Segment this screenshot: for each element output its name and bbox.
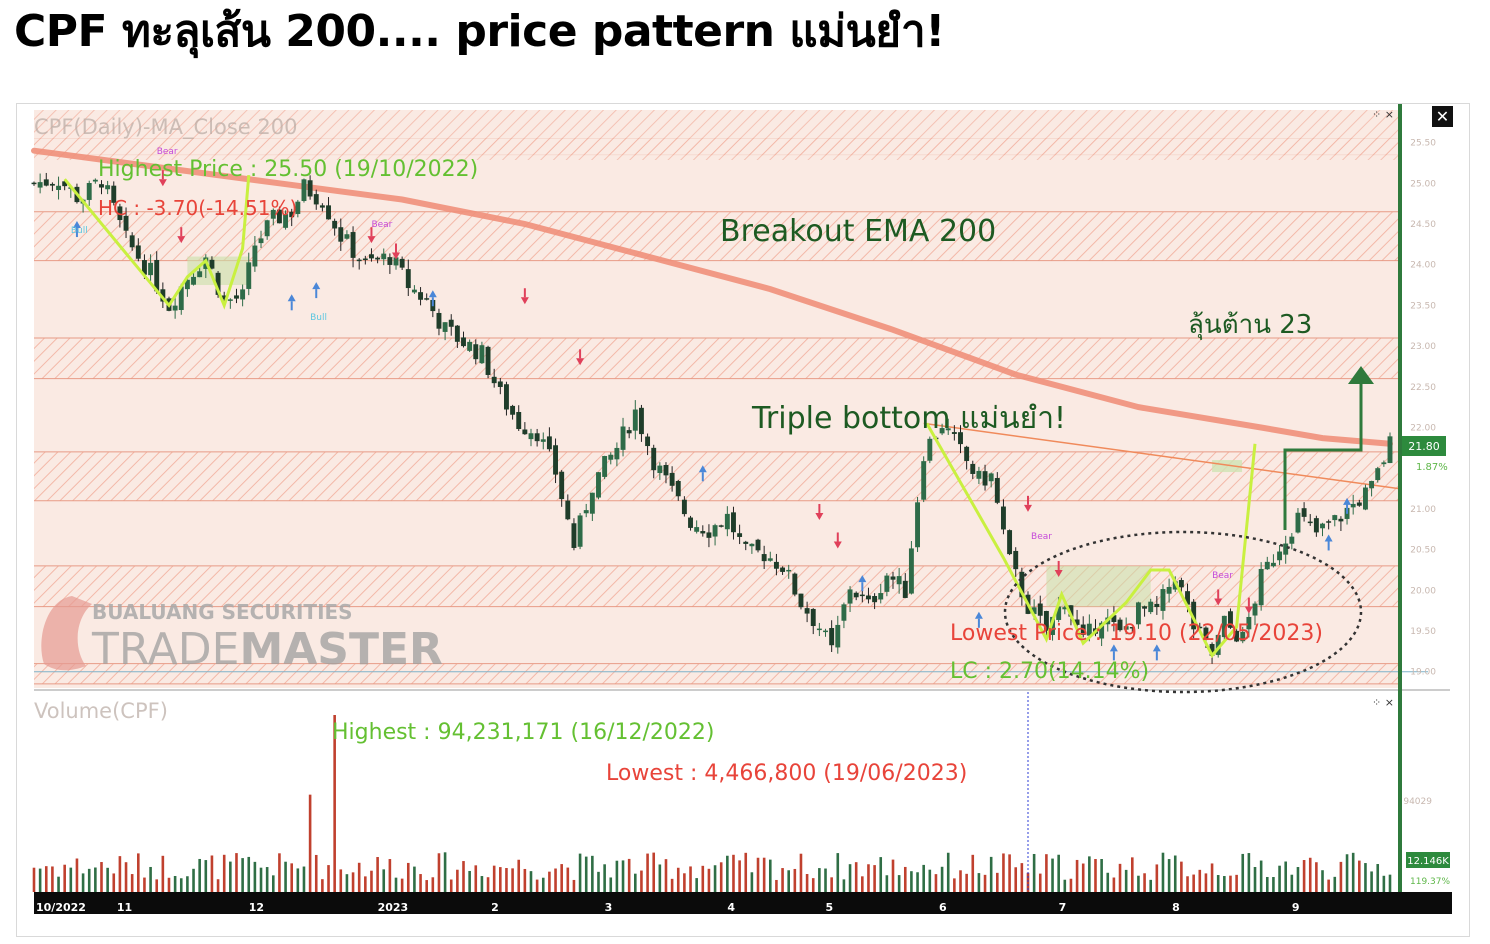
chart-frame — [16, 103, 1470, 937]
headline: CPF ทะลุเส้น 200.... price pattern แม่นย… — [14, 6, 945, 57]
close-icon[interactable]: ✕ — [1432, 106, 1453, 127]
